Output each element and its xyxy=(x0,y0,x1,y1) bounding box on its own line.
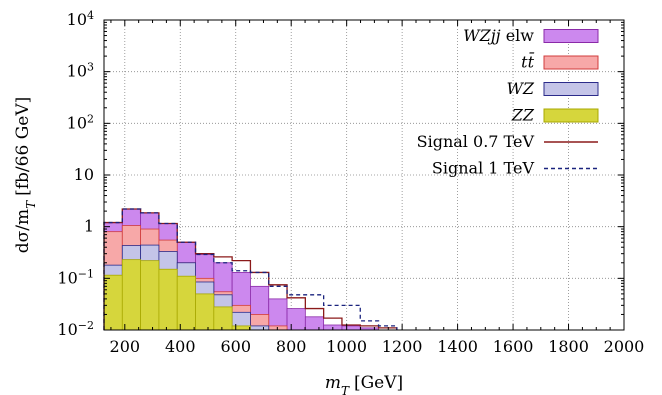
legend-label-wz: WZ xyxy=(506,79,534,98)
x-tick-label: 1400 xyxy=(437,337,478,356)
legend-swatch-wzjj xyxy=(543,29,599,43)
y-axis-label: dσ/mT[fb/66 GeV] xyxy=(13,97,38,253)
y-tick-label: 103 xyxy=(67,60,94,81)
bar-wzjj xyxy=(286,308,306,331)
bar-tt- xyxy=(268,325,288,331)
x-axis-label: mT [GeV] xyxy=(325,373,403,395)
legend-label-tt-: tt̄ xyxy=(521,50,534,71)
bar-wzjj xyxy=(341,325,361,331)
x-tick-label: 2000 xyxy=(604,337,645,356)
legend-swatch-zz xyxy=(543,108,599,123)
bar-zz xyxy=(195,293,215,331)
line-signal-1-tev xyxy=(103,208,398,330)
x-tick-label: 1600 xyxy=(493,337,534,356)
x-tick-label: 800 xyxy=(276,337,307,356)
bar-wzjj xyxy=(304,316,325,331)
histogram-bars xyxy=(103,208,379,331)
bar-zz xyxy=(176,275,196,331)
bar-zz xyxy=(213,306,233,331)
x-tick-label: 1800 xyxy=(548,337,589,356)
y-tick-label: 10−2 xyxy=(57,319,94,340)
bar-zz xyxy=(140,260,160,331)
x-tick-label: 1000 xyxy=(326,337,367,356)
axis-ticks: 200 400 600 800 1000 1200 1400 1600 1800 2000 10−2… xyxy=(57,9,644,357)
bar-wzjj xyxy=(268,298,288,331)
x-tick-label: 1200 xyxy=(382,337,423,356)
legend-swatch-wz xyxy=(543,82,599,96)
bar-zz xyxy=(158,268,178,331)
y-tick-label: 1 xyxy=(84,217,94,236)
x-tick-label: 400 xyxy=(165,337,196,356)
y-tick-label: 10 xyxy=(74,165,94,184)
y-tick-label: 102 xyxy=(67,112,94,133)
y-tick-label: 104 xyxy=(67,9,94,30)
legend-label-wzjj: WZjj elw xyxy=(463,26,534,45)
bar-zz xyxy=(231,325,251,331)
legend-label-signal-0-7-tev: Signal 0.7 TeV xyxy=(417,132,535,151)
legend-swatch-tt- xyxy=(543,55,599,70)
legend-label-signal-1-tev: Signal 1 TeV xyxy=(432,159,535,178)
signal-lines xyxy=(103,208,398,330)
x-tick-label: 200 xyxy=(110,337,141,356)
x-tick-label: 600 xyxy=(220,337,251,356)
bar-wz xyxy=(250,325,270,331)
bar-zz xyxy=(121,259,142,331)
legend: WZjj elw tt̄ WZ ZZ Signal 0.7 TeV Signal 1 Te… xyxy=(417,26,599,178)
legend-label-zz: ZZ xyxy=(511,106,535,125)
y-tick-label: 10−1 xyxy=(57,267,94,288)
